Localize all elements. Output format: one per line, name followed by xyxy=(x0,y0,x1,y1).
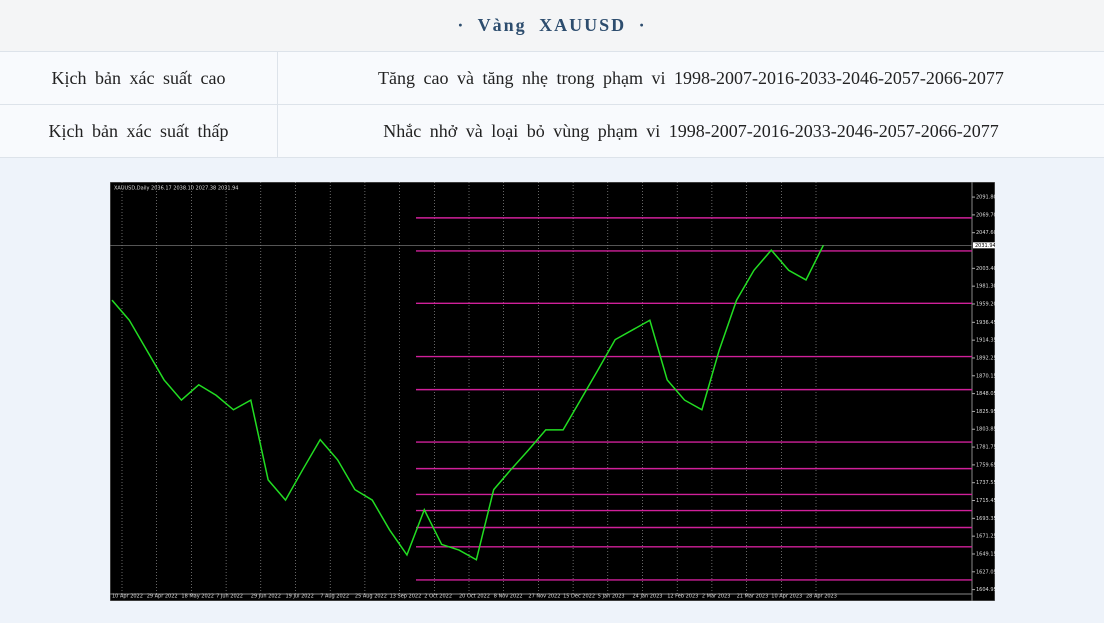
chart-title: XAUUSD,Daily 2036.17 2038.10 2027.38 203… xyxy=(114,186,239,192)
x-tick-label: 19 Jul 2022 xyxy=(286,594,314,600)
x-tick-label: 2 Mar 2023 xyxy=(702,594,731,600)
x-tick-label: 5 Jan 2023 xyxy=(598,594,625,600)
y-tick-label: 1959.20 xyxy=(976,301,995,307)
x-tick-label: 10 Apr 2022 xyxy=(112,594,143,600)
y-tick-label: 1914.35 xyxy=(976,338,995,344)
x-tick-label: 27 Nov 2022 xyxy=(528,594,560,600)
y-tick-label: 2003.40 xyxy=(976,266,995,272)
x-tick-label: 25 Aug 2022 xyxy=(355,594,387,600)
x-tick-label: 20 Oct 2022 xyxy=(459,594,490,600)
y-tick-label: 1781.75 xyxy=(976,445,995,451)
chart-background xyxy=(110,182,995,601)
x-tick-label: 29 Apr 2022 xyxy=(147,594,178,600)
x-tick-label: 28 Apr 2023 xyxy=(806,594,837,600)
x-tick-label: 24 Jan 2023 xyxy=(633,594,663,600)
y-tick-label: 1649.15 xyxy=(976,551,995,557)
x-tick-label: 7 Jun 2022 xyxy=(216,594,243,600)
y-tick-label: 1803.85 xyxy=(976,427,995,433)
y-tick-label: 1870.15 xyxy=(976,373,995,379)
x-tick-label: 12 Feb 2023 xyxy=(667,594,698,600)
y-tick-label: 1936.45 xyxy=(976,320,995,326)
x-tick-label: 21 Mar 2023 xyxy=(737,594,769,600)
y-tick-label: 2091.80 xyxy=(976,195,995,201)
y-tick-label: 1759.65 xyxy=(976,462,995,468)
y-tick-label: 1848.05 xyxy=(976,391,995,397)
x-tick-label: 29 Jun 2022 xyxy=(251,594,281,600)
y-tick-label: 1715.45 xyxy=(976,498,995,504)
y-tick-label: 1981.30 xyxy=(976,284,995,290)
cell: Kịch bản xác suất cao xyxy=(0,52,278,104)
cell: Tăng cao và tăng nhẹ trong phạm vi 1998-… xyxy=(378,67,1004,88)
x-tick-label: 18 May 2022 xyxy=(181,594,214,600)
y-tick-label: 1737.55 xyxy=(976,480,995,486)
x-tick-label: 2 Oct 2022 xyxy=(424,594,452,600)
header-title: · Vàng XAUUSD · xyxy=(0,0,1104,52)
y-tick-label: 1671.25 xyxy=(976,534,995,540)
current-price-label: 2031.94 xyxy=(975,243,995,249)
cell: Kịch bản xác suất thấp xyxy=(0,105,278,157)
y-tick-label: 1892.25 xyxy=(976,355,995,361)
x-tick-label: 10 Apr 2023 xyxy=(771,594,802,600)
x-tick-label: 7 Aug 2022 xyxy=(320,594,349,600)
y-tick-label: 1693.35 xyxy=(976,516,995,522)
y-tick-label: 1825.95 xyxy=(976,409,995,415)
y-tick-label: 2069.70 xyxy=(976,212,995,218)
chart: XAUUSD,Daily 2036.17 2038.10 2027.38 203… xyxy=(110,182,995,601)
table-row: Kịch bản xác suất cao Tăng cao và tăng n… xyxy=(0,52,1104,105)
x-tick-label: 15 Dec 2022 xyxy=(563,594,595,600)
y-tick-label: 1627.05 xyxy=(976,569,995,575)
price-line xyxy=(111,244,825,561)
y-tick-label: 1604.95 xyxy=(976,587,995,593)
cell: Nhắc nhở và loại bỏ vùng phạm vi 1998-20… xyxy=(383,120,999,141)
x-tick-label: 13 Sep 2022 xyxy=(390,594,422,600)
table-row: Kịch bản xác suất thấp Nhắc nhở và loại … xyxy=(0,105,1104,158)
x-tick-label: 8 Nov 2022 xyxy=(494,594,523,600)
y-tick-label: 2047.60 xyxy=(976,230,995,236)
current-price-box xyxy=(973,242,995,249)
